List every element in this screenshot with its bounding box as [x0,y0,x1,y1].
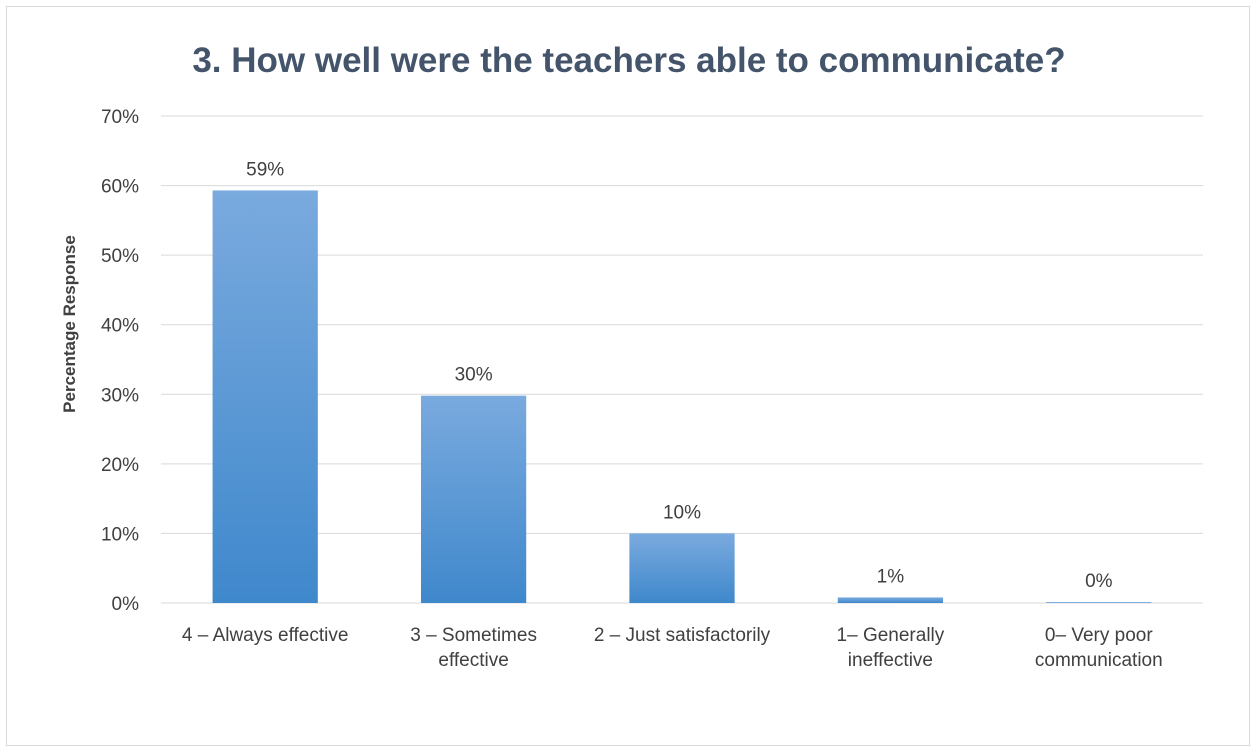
x-category-label: 4 – Always effective [182,625,349,646]
chart-title: 3. How well were the teachers able to co… [192,41,1065,80]
y-tick-label: 60% [101,177,139,198]
y-tick-label: 10% [101,524,139,545]
y-tick-label: 50% [101,246,139,267]
x-category-label: 2 – Just satisfactorily [594,625,771,646]
bar [629,533,735,603]
y-tick-label: 70% [101,107,139,128]
data-labels: 59% 30% 10% 1% 0% [246,159,1112,592]
data-label: 10% [663,502,701,523]
y-axis-ticks: 0% 10% 20% 30% 40% 50% 60% 70% [101,107,139,615]
y-tick-label: 30% [101,385,139,406]
bar-chart: 3. How well were the teachers able to co… [60,41,1203,671]
data-label: 30% [455,365,493,386]
bars [212,190,1152,604]
data-label: 0% [1085,571,1113,592]
x-category-label: 0– Very poor communication [1035,625,1163,671]
bar [1046,602,1152,603]
chart-frame: 3. How well were the teachers able to co… [6,6,1250,746]
x-axis-categories: 4 – Always effective 3 – Sometimes effecti… [182,625,1163,671]
x-category-label: 3 – Sometimes effective [410,625,537,671]
gridlines [161,115,1203,604]
y-tick-label: 20% [101,455,139,476]
bar [837,597,944,603]
data-label: 1% [877,566,905,587]
x-category-label: 1– Generally ineffective [837,625,945,671]
data-label: 59% [246,159,284,180]
y-axis-label: Percentage Response [60,235,79,413]
y-tick-label: 40% [101,316,139,337]
bar [212,190,318,604]
y-tick-label: 0% [112,594,140,615]
bar [420,395,527,603]
